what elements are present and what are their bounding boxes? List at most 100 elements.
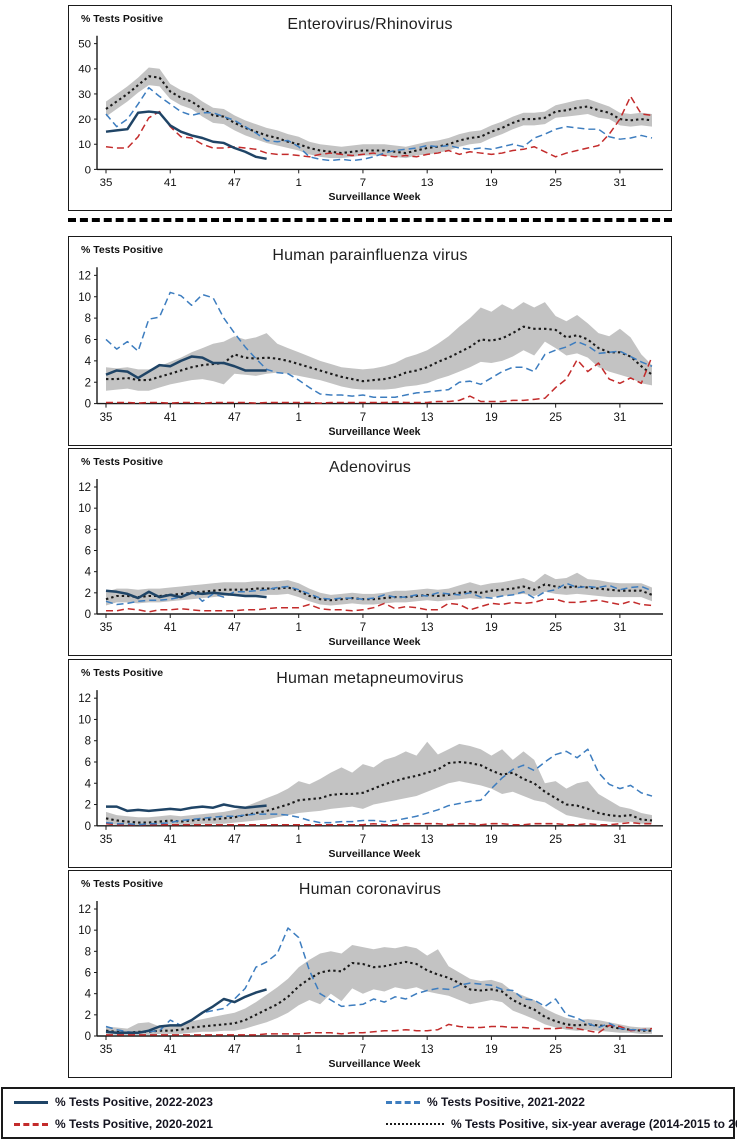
svg-text:47: 47: [228, 412, 241, 424]
svg-text:35: 35: [100, 412, 113, 424]
svg-text:10: 10: [78, 292, 91, 304]
svg-text:1: 1: [296, 177, 302, 189]
svg-text:19: 19: [485, 177, 498, 189]
svg-text:2: 2: [85, 377, 91, 389]
legend-item-2022-2023: % Tests Positive, 2022-2023: [14, 1095, 386, 1109]
svg-text:4: 4: [85, 989, 92, 1001]
svg-text:6: 6: [85, 968, 91, 980]
svg-text:19: 19: [485, 412, 498, 424]
svg-text:25: 25: [549, 412, 562, 424]
chart-plot-area: 0 10 20 30 40 50 35 41 47 1 7 13 19 25 31 Surveillance …: [78, 35, 663, 203]
svg-text:13: 13: [421, 834, 434, 846]
legend-label: % Tests Positive, 2022-2023: [55, 1095, 213, 1109]
svg-text:25: 25: [549, 834, 562, 846]
svg-text:0: 0: [85, 821, 91, 833]
svg-text:19: 19: [485, 622, 498, 634]
svg-text:19: 19: [485, 1044, 498, 1056]
svg-text:31: 31: [613, 1044, 626, 1056]
y-axis-label: % Tests Positive: [81, 13, 164, 25]
svg-text:0: 0: [85, 609, 91, 621]
chart-title: Adenovirus: [328, 459, 412, 476]
svg-text:2: 2: [85, 1010, 91, 1022]
svg-text:12: 12: [78, 270, 91, 282]
legend-swatch-dotted-line: [386, 1123, 444, 1125]
legend-item-2021-2022: % Tests Positive, 2021-2022: [386, 1095, 737, 1109]
svg-text:4: 4: [85, 356, 92, 368]
y-axis-label: % Tests Positive: [81, 456, 164, 468]
svg-text:8: 8: [85, 736, 91, 748]
svg-text:4: 4: [85, 567, 92, 579]
svg-text:1: 1: [296, 622, 302, 634]
svg-text:35: 35: [100, 1044, 113, 1056]
svg-text:0: 0: [85, 399, 91, 411]
svg-text:7: 7: [360, 177, 366, 189]
svg-text:10: 10: [78, 925, 91, 937]
chart-title: Enterovirus/Rhinovirus: [287, 16, 453, 33]
svg-text:31: 31: [613, 412, 626, 424]
svg-text:47: 47: [228, 177, 241, 189]
svg-text:41: 41: [164, 1044, 177, 1056]
svg-text:4: 4: [85, 778, 92, 790]
svg-text:41: 41: [164, 622, 177, 634]
svg-text:7: 7: [360, 622, 366, 634]
dashed-separator: [68, 218, 672, 222]
legend-swatch-solid-line: [14, 1100, 48, 1104]
svg-text:13: 13: [421, 622, 434, 634]
svg-text:Surveillance Week: Surveillance Week: [328, 636, 420, 648]
svg-text:30: 30: [78, 89, 91, 101]
svg-text:1: 1: [296, 834, 302, 846]
svg-text:50: 50: [78, 39, 91, 51]
svg-text:13: 13: [421, 412, 434, 424]
svg-text:25: 25: [549, 177, 562, 189]
svg-text:7: 7: [360, 1044, 366, 1056]
svg-text:10: 10: [78, 139, 91, 151]
svg-text:0: 0: [85, 164, 91, 176]
svg-text:12: 12: [78, 904, 91, 916]
legend: % Tests Positive, 2022-2023 % Tests Posi…: [1, 1087, 737, 1139]
svg-text:10: 10: [78, 714, 91, 726]
svg-text:6: 6: [85, 757, 91, 769]
svg-text:Surveillance Week: Surveillance Week: [329, 848, 421, 860]
svg-text:31: 31: [613, 177, 626, 189]
svg-text:47: 47: [228, 622, 241, 634]
legend-label: % Tests Positive, 2020-2021: [55, 1117, 213, 1131]
svg-text:47: 47: [228, 1044, 241, 1056]
svg-text:8: 8: [85, 524, 91, 536]
svg-text:12: 12: [78, 482, 91, 494]
chart-human-coronavirus: % Tests Positive Human coronavirus 0 2 4 6 8…: [68, 870, 672, 1078]
legend-item-six-year-average: % Tests Positive, six-year average (2014…: [386, 1117, 737, 1131]
chart-enterovirus-rhinovirus: % Tests Positive Enterovirus/Rhinovirus …: [68, 5, 672, 211]
svg-text:6: 6: [85, 334, 91, 346]
svg-text:35: 35: [100, 834, 113, 846]
chart-title: Human parainfluenza virus: [272, 247, 468, 264]
svg-text:2: 2: [85, 588, 91, 600]
svg-text:41: 41: [164, 834, 177, 846]
y-axis-label: % Tests Positive: [81, 244, 164, 256]
svg-text:25: 25: [549, 1044, 562, 1056]
svg-text:1: 1: [296, 412, 302, 424]
svg-text:Surveillance Week: Surveillance Week: [329, 426, 421, 438]
svg-text:25: 25: [549, 622, 562, 634]
svg-text:6: 6: [85, 546, 91, 558]
svg-text:13: 13: [421, 1044, 434, 1056]
svg-text:35: 35: [100, 622, 113, 634]
svg-text:47: 47: [228, 834, 241, 846]
chart-plot-area: 0 2 4 6 8 10 12 35 41 47 1 7 13 19 25 31 Surveillance We…: [78, 267, 663, 438]
svg-text:41: 41: [164, 412, 177, 424]
chart-plot-area: 0 2 4 6 8 10 12 35 41 47 1 7 13 19 25 31 Surveillance We…: [78, 901, 663, 1070]
svg-text:12: 12: [78, 693, 91, 705]
legend-swatch-dashed-red-line: [14, 1122, 48, 1126]
svg-text:35: 35: [100, 177, 113, 189]
chart-human-parainfluenza-virus: % Tests Positive Human parainfluenza vir…: [68, 236, 672, 446]
svg-text:40: 40: [78, 64, 91, 76]
svg-text:Surveillance Week: Surveillance Week: [329, 192, 421, 203]
svg-text:41: 41: [164, 177, 177, 189]
svg-text:7: 7: [360, 834, 366, 846]
svg-text:31: 31: [613, 622, 626, 634]
svg-text:8: 8: [85, 313, 91, 325]
y-axis-label: % Tests Positive: [81, 878, 164, 890]
legend-label: % Tests Positive, six-year average (2014…: [451, 1117, 737, 1131]
y-axis-label: % Tests Positive: [81, 667, 164, 679]
legend-item-2020-2021: % Tests Positive, 2020-2021: [14, 1117, 386, 1131]
